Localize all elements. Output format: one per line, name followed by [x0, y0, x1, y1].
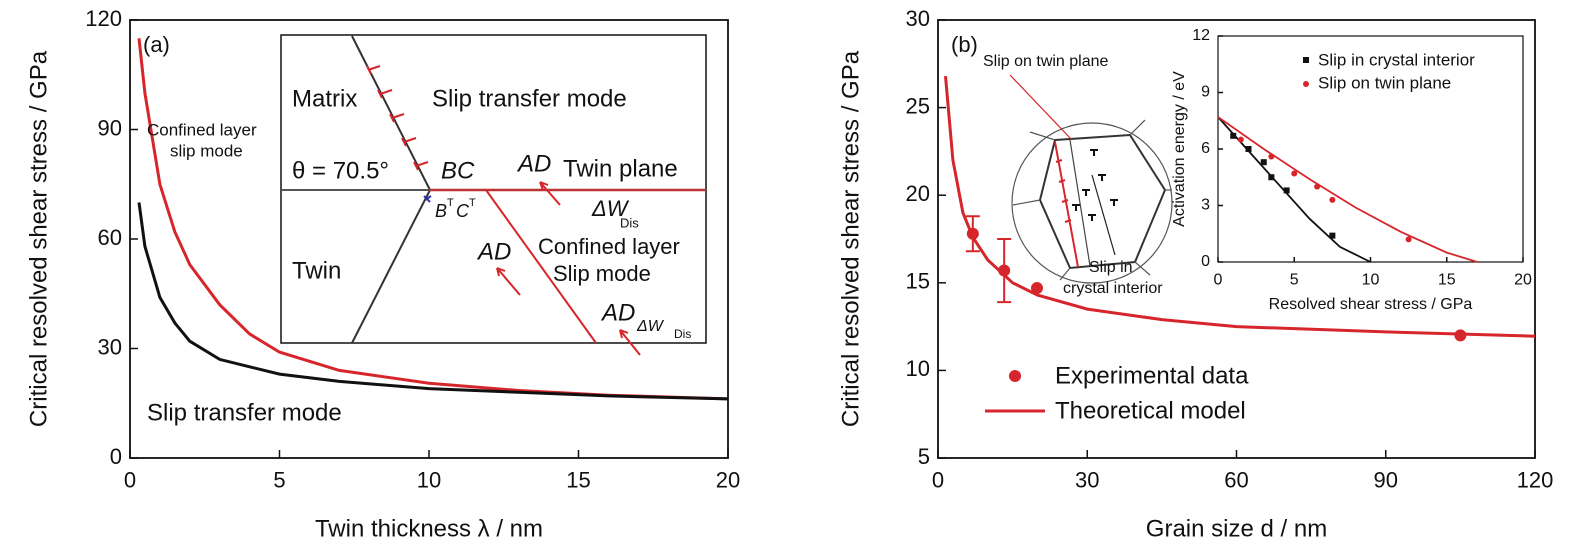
y-tick-label: 15 [906, 269, 930, 294]
marker [1260, 159, 1267, 166]
annotation: B [435, 201, 447, 221]
marker [1283, 187, 1290, 194]
y-tick-label: 60 [98, 225, 122, 250]
marker [1314, 183, 1321, 190]
annotation: Slip transfer mode [147, 399, 342, 426]
x-tick-label: 15 [1438, 272, 1456, 289]
annotation: Matrix [292, 85, 357, 112]
annotation: C [456, 201, 470, 221]
annotation: Confined layer [147, 120, 257, 139]
y-tick-label: 3 [1201, 197, 1210, 214]
schematic-b [1009, 74, 1173, 284]
y-tick-label: 0 [110, 444, 122, 469]
y-tick-label: 90 [98, 115, 122, 140]
fit-line [1217, 116, 1478, 263]
y-tick-label: 30 [906, 6, 930, 31]
plot-frame [129, 19, 729, 459]
annotation: AD [516, 150, 551, 177]
y-tick-label: 120 [85, 6, 122, 31]
y-tick-label: 6 [1201, 140, 1210, 157]
series-line [137, 38, 729, 401]
marker [1230, 132, 1237, 139]
legend-marker [1009, 370, 1021, 382]
y-tick-label: 0 [1201, 253, 1210, 270]
marker [1268, 153, 1275, 160]
annotation: (b) [951, 32, 978, 57]
annotation: Twin [292, 257, 341, 284]
annotation: ΔW [591, 196, 630, 221]
marker [1268, 174, 1275, 181]
x-tick-label: 20 [716, 468, 740, 493]
annotation: T [447, 197, 454, 209]
x-tick-label: 120 [1517, 468, 1554, 493]
legend-marker [1303, 57, 1309, 63]
annotation: AD [600, 299, 635, 326]
fit-line [1217, 116, 1371, 263]
y-tick-label: 12 [1192, 27, 1210, 44]
annotation: crystal interior [1063, 280, 1163, 297]
x-tick-label: 90 [1374, 468, 1398, 493]
marker [1291, 170, 1298, 177]
legend-marker [1303, 81, 1309, 87]
x-tick-label: 20 [1514, 272, 1532, 289]
annotation: Slip mode [553, 261, 651, 286]
annotation: Twin plane [563, 155, 678, 182]
y-tick-label: 30 [98, 334, 122, 359]
legend-label: Experimental data [1055, 362, 1249, 389]
y-tick-label: 25 [906, 93, 930, 118]
annotation: Slip transfer mode [432, 85, 627, 112]
x-tick-label: 0 [1214, 272, 1223, 289]
x-axis-label: Twin thickness λ / nm [315, 515, 543, 542]
annotation: T [469, 197, 476, 209]
annotation: Slip on twin plane [983, 53, 1109, 70]
legend-label: Theoretical model [1055, 397, 1246, 424]
marker [1031, 282, 1044, 295]
marker [1329, 232, 1336, 239]
annotation: slip mode [170, 141, 243, 160]
annotation: θ = 70.5° [292, 157, 389, 184]
annotation: Dis [674, 327, 691, 341]
x-tick-label: 15 [566, 468, 590, 493]
plot-frame [937, 19, 1536, 459]
y-tick-label: 5 [918, 444, 930, 469]
marker [1237, 136, 1244, 143]
y-axis-label: Critical resolved shear stress / GPa [837, 50, 864, 427]
marker [1329, 196, 1336, 203]
x-tick-label: 0 [124, 468, 136, 493]
x-tick-label: 5 [1290, 272, 1299, 289]
schematic-a [280, 34, 707, 356]
x-tick-label: 10 [417, 468, 441, 493]
y-tick-label: 9 [1201, 84, 1210, 101]
series-line [137, 202, 729, 401]
marker [1245, 146, 1252, 152]
annotation: (a) [143, 32, 170, 57]
x-tick-label: 5 [273, 468, 285, 493]
x-axis-label: Grain size d / nm [1146, 515, 1327, 542]
x-tick-label: 10 [1362, 272, 1380, 289]
y-tick-label: 20 [906, 181, 930, 206]
y-axis-label: Activation energy / eV [1171, 71, 1188, 227]
x-axis-label: Resolved shear stress / GPa [1269, 296, 1473, 313]
marker [1405, 236, 1412, 243]
annotation: BC [441, 157, 475, 184]
x-tick-label: 30 [1075, 468, 1099, 493]
x-tick-label: 0 [932, 468, 944, 493]
y-axis-label: Critical resolved shear stress / GPa [25, 50, 52, 427]
legend-label: Slip on twin plane [1318, 73, 1451, 92]
annotation: Slip in [1089, 259, 1133, 276]
y-tick-label: 10 [906, 356, 930, 381]
legend-label: Slip in crystal interior [1318, 50, 1475, 69]
annotation: ΔW [636, 318, 665, 335]
annotation: Confined layer [538, 234, 680, 259]
series-line [944, 75, 1536, 338]
annotation: Dis [620, 215, 639, 230]
x-tick-label: 60 [1224, 468, 1248, 493]
annotation: AD [476, 238, 511, 265]
